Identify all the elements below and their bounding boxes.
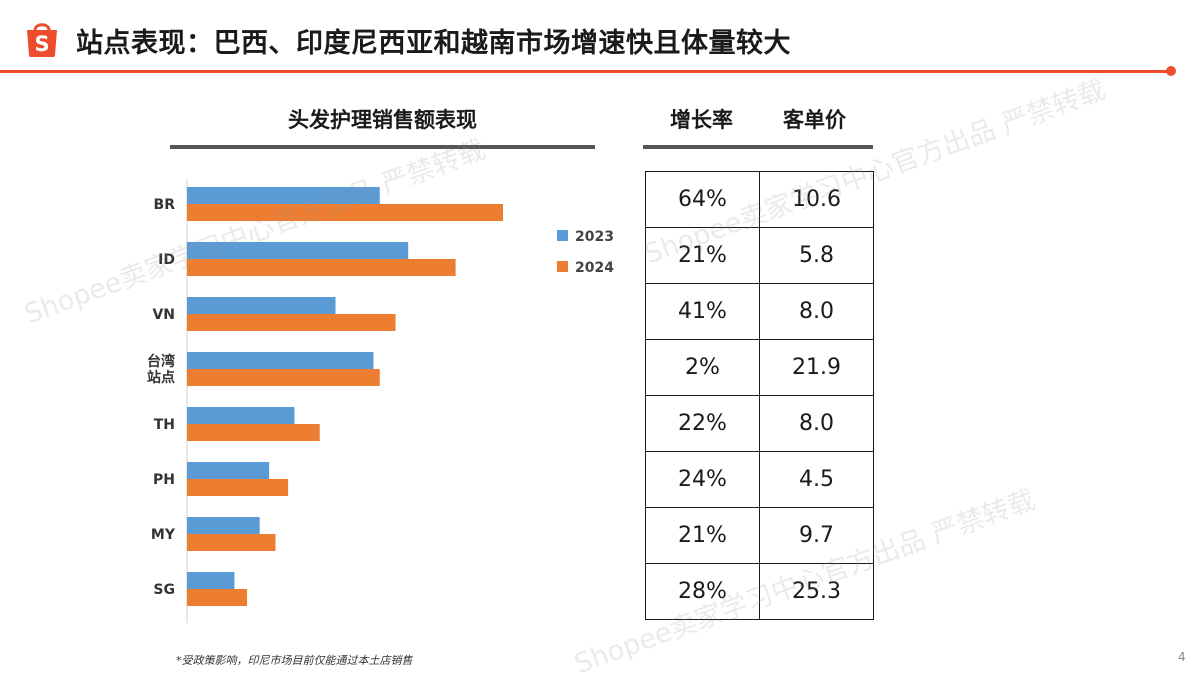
bar-chart: BR ID VN 台湾站点 TH PH MY SG 2023 2024 <box>147 179 614 623</box>
growth-rate-cell: 2% <box>645 339 760 396</box>
bar-2024-0 <box>187 204 503 221</box>
table-row: 41% 8.0 <box>645 283 874 340</box>
category-label-7: SG <box>153 582 175 598</box>
growth-rate-cell: 28% <box>645 563 760 620</box>
avg-price-cell: 8.0 <box>759 283 874 340</box>
table-row: 28% 25.3 <box>645 563 874 620</box>
title-divider <box>0 70 1168 73</box>
bar-2023-6 <box>187 517 260 534</box>
table-row: 21% 5.8 <box>645 227 874 284</box>
growth-rate-cell: 24% <box>645 451 760 508</box>
table-row: 2% 21.9 <box>645 339 874 396</box>
growth-rate-cell: 64% <box>645 171 760 228</box>
table-row: 24% 4.5 <box>645 451 874 508</box>
shopee-logo-icon: S <box>27 23 57 57</box>
avg-price-cell: 10.6 <box>759 171 874 228</box>
category-label-1: ID <box>158 252 175 268</box>
avg-price-cell: 4.5 <box>759 451 874 508</box>
bar-2024-5 <box>187 479 289 496</box>
bar-2024-6 <box>187 534 276 551</box>
category-label-6: MY <box>151 527 176 543</box>
growth-rate-cell: 22% <box>645 395 760 452</box>
legend-label-2024: 2024 <box>575 260 614 276</box>
avg-price-cell: 8.0 <box>759 395 874 452</box>
avg-price-cell: 9.7 <box>759 507 874 564</box>
bar-2024-1 <box>187 259 456 276</box>
col-header-growth: 增长率 <box>670 108 733 132</box>
legend-label-2023: 2023 <box>575 229 614 245</box>
table-header-rule <box>643 145 873 149</box>
metrics-table: 64% 10.6 21% 5.8 41% 8.0 2% 21.9 22% 8.0 24% 4.5 21%… <box>645 171 874 620</box>
table-row: 64% 10.6 <box>645 171 874 228</box>
col-header-avg-price: 客单价 <box>783 108 846 132</box>
bar-2024-7 <box>187 589 248 606</box>
avg-price-cell: 21.9 <box>759 339 874 396</box>
bar-2024-4 <box>187 424 320 441</box>
category-label-2: VN <box>152 307 175 323</box>
page-number: 4 <box>1178 650 1186 664</box>
avg-price-cell: 5.8 <box>759 227 874 284</box>
bar-2023-7 <box>187 572 235 589</box>
title-divider-dot <box>1166 66 1176 76</box>
bar-2023-5 <box>187 462 270 479</box>
bar-2024-3 <box>187 369 380 386</box>
table-row: 21% 9.7 <box>645 507 874 564</box>
category-label-4: TH <box>154 417 175 433</box>
growth-rate-cell: 21% <box>645 227 760 284</box>
category-label-5: PH <box>153 472 175 488</box>
legend-swatch-2024 <box>557 261 568 272</box>
bar-2024-2 <box>187 314 396 331</box>
bar-2023-1 <box>187 242 409 259</box>
bar-2023-4 <box>187 407 295 424</box>
slide-title: 站点表现：巴西、印度尼西亚和越南市场增速快且体量较大 <box>76 28 791 59</box>
growth-rate-cell: 21% <box>645 507 760 564</box>
table-row: 22% 8.0 <box>645 395 874 452</box>
chart-title-rule <box>170 145 595 149</box>
footnote: *受政策影响，印尼市场目前仅能通过本土店销售 <box>176 654 413 667</box>
legend-swatch-2023 <box>557 230 568 241</box>
growth-rate-cell: 41% <box>645 283 760 340</box>
category-label-3: 台湾站点 <box>147 353 175 386</box>
logo-letter: S <box>34 32 49 56</box>
bar-2023-0 <box>187 187 380 204</box>
bar-2023-3 <box>187 352 374 369</box>
avg-price-cell: 25.3 <box>759 563 874 620</box>
category-label-0: BR <box>154 197 176 213</box>
bar-2023-2 <box>187 297 336 314</box>
chart-title: 头发护理销售额表现 <box>288 108 477 132</box>
